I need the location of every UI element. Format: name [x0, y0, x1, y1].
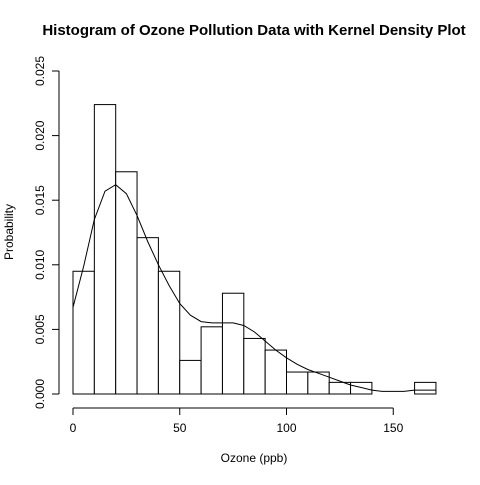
- y-tick-label: 0.000: [33, 379, 47, 409]
- x-axis-label: Ozone (ppb): [221, 451, 288, 465]
- histogram-bar: [307, 371, 330, 395]
- x-tick-label: 0: [70, 421, 77, 435]
- histogram-bar: [200, 326, 223, 395]
- y-tick-label: 0.025: [33, 56, 47, 86]
- kernel-density-line: [72, 184, 436, 392]
- histogram-bars: [72, 104, 437, 395]
- histogram-bar: [157, 270, 181, 395]
- axes: 0 50 100 150 0.000 0.005 0.010 0.015 0.020 0.025: [33, 56, 404, 435]
- histogram-bar: [414, 381, 437, 395]
- x-tick-label: 150: [383, 421, 403, 435]
- chart-title: Histogram of Ozone Pollution Data with K…: [42, 22, 465, 39]
- y-tick-label: 0.005: [33, 314, 47, 344]
- histogram-bar: [115, 171, 138, 395]
- histogram-bar: [243, 337, 266, 395]
- histogram-bar: [264, 349, 287, 395]
- y-tick-label: 0.010: [33, 249, 47, 279]
- y-tick-label: 0.020: [33, 120, 47, 150]
- histogram-bar: [93, 104, 117, 395]
- x-tick-label: 100: [276, 421, 296, 435]
- histogram-bar: [221, 292, 245, 395]
- histogram-bar: [72, 270, 95, 395]
- y-tick-label: 0.015: [33, 185, 47, 215]
- y-axis-label: Probability: [2, 204, 16, 260]
- histogram-bar: [179, 359, 202, 395]
- histogram-bar: [136, 237, 159, 395]
- histogram-bar: [350, 381, 373, 395]
- histogram-bar: [286, 371, 309, 395]
- x-tick-label: 50: [173, 421, 187, 435]
